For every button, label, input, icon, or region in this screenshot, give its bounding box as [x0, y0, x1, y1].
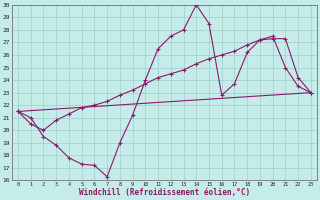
X-axis label: Windchill (Refroidissement éolien,°C): Windchill (Refroidissement éolien,°C) [79, 188, 250, 197]
